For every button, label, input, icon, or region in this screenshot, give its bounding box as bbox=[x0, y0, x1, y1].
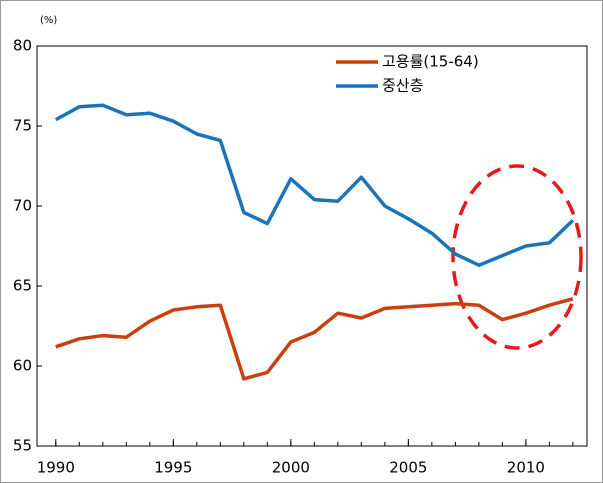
x-tick-label: 2005 bbox=[389, 459, 427, 477]
y-tick-label: 60 bbox=[13, 357, 32, 375]
x-tick-label: 2000 bbox=[272, 459, 310, 477]
series-line bbox=[54, 103, 575, 267]
legend-label: 고용률(15-64) bbox=[382, 53, 479, 71]
y-tick-label: 70 bbox=[13, 197, 32, 215]
y-tick-label: 75 bbox=[13, 117, 32, 135]
legend-label: 중산층 bbox=[382, 77, 423, 95]
plot-area bbox=[36, 45, 588, 447]
y-tick-label: 80 bbox=[13, 37, 32, 55]
y-axis-label: (%) bbox=[40, 15, 57, 26]
x-tick-label: 1990 bbox=[37, 459, 75, 477]
series-line bbox=[55, 297, 574, 381]
x-tick-label: 1995 bbox=[154, 459, 192, 477]
highlight-ellipse bbox=[451, 164, 583, 350]
y-tick-label: 65 bbox=[13, 277, 32, 295]
x-tick-label: 2010 bbox=[507, 459, 545, 477]
y-tick-label: 55 bbox=[13, 437, 32, 455]
